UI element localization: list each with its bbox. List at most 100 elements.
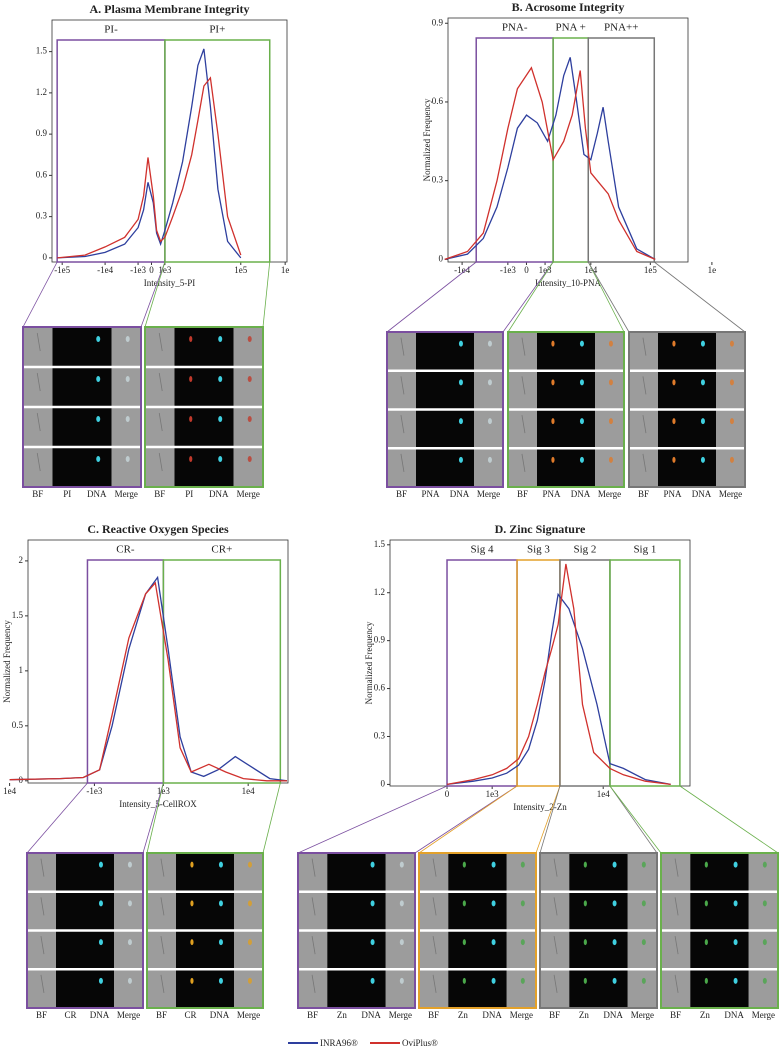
- x-tick-label: 0: [524, 265, 529, 275]
- channel-label: Zn: [337, 1010, 347, 1020]
- cell-shape: [36, 332, 41, 352]
- nucleus: [96, 376, 101, 382]
- channel-label: PI: [63, 489, 71, 499]
- merge-spot: [641, 977, 646, 984]
- merge-spot: [127, 939, 132, 946]
- merge-spot: [641, 861, 646, 868]
- nucleus: [458, 418, 463, 425]
- cell-shape: [432, 858, 437, 877]
- nucleus: [370, 939, 375, 946]
- channel-label: DNA: [361, 1010, 381, 1020]
- stain: [189, 456, 193, 462]
- channel-label: Merge: [719, 489, 742, 499]
- channel-label: Merge: [389, 1010, 412, 1020]
- cell-shape: [400, 453, 405, 472]
- cell-shape: [311, 974, 316, 993]
- merge-spot: [399, 939, 404, 946]
- chart-title: B. Acrosome Integrity: [512, 0, 625, 14]
- cell-shape: [160, 897, 165, 916]
- stain: [672, 379, 676, 386]
- channel-label: DNA: [90, 1010, 110, 1020]
- stain: [190, 939, 194, 946]
- x-axis-label: Intensity_10-PNA: [535, 278, 601, 288]
- channel-label: DNA: [450, 489, 470, 499]
- cell-shape: [642, 415, 647, 434]
- connector: [22, 261, 58, 328]
- cell-shape: [40, 974, 45, 993]
- y-tick-label: 0: [439, 253, 444, 263]
- cell-shape: [553, 974, 558, 993]
- gate-label: Sig 1: [633, 544, 656, 556]
- merge-spot: [399, 977, 404, 984]
- gate-label: PNA +: [556, 22, 586, 34]
- connector: [679, 785, 779, 854]
- connector: [26, 782, 88, 854]
- x-tick-label: 1e: [281, 265, 290, 275]
- stain: [190, 977, 194, 984]
- x-tick-label: 1e3: [158, 265, 171, 275]
- merge-spot: [399, 900, 404, 907]
- y-axis-label: Normalized Frequency: [422, 98, 432, 181]
- image-box: [144, 326, 264, 488]
- x-tick-label: 1e3: [157, 786, 170, 796]
- channel-label: Merge: [237, 489, 260, 499]
- chart-title: C. Reactive Oxygen Species: [87, 522, 229, 536]
- gate: [587, 37, 656, 263]
- nucleus: [579, 418, 584, 425]
- cell-shape: [432, 936, 437, 955]
- nucleus: [700, 340, 705, 347]
- channel-label: PNA: [663, 489, 682, 499]
- chart-title: A. Plasma Membrane Integrity: [90, 2, 250, 16]
- stain: [672, 418, 676, 425]
- y-tick-label: 0.6: [374, 683, 386, 693]
- merge-spot: [608, 418, 613, 425]
- cell-shape: [521, 453, 526, 472]
- nucleus: [370, 977, 375, 984]
- legend-label: OviPlus®: [402, 1038, 438, 1048]
- nucleus: [218, 900, 223, 907]
- nucleus: [700, 456, 705, 463]
- y-tick-label: 1: [19, 665, 24, 675]
- merge-spot: [399, 861, 404, 868]
- curve: [446, 592, 671, 786]
- stain: [704, 861, 708, 868]
- y-tick-label: 0.9: [432, 17, 444, 27]
- gate-label: CR-: [116, 544, 135, 556]
- nucleus: [612, 861, 617, 868]
- y-tick-label: 0: [43, 252, 48, 262]
- image-box: [628, 331, 746, 488]
- channel-label: Merge: [510, 1010, 533, 1020]
- nucleus: [700, 418, 705, 425]
- image-box: [507, 331, 625, 488]
- connector: [654, 261, 746, 333]
- nucleus: [218, 376, 223, 382]
- channel-label: BF: [36, 1010, 47, 1020]
- channel-label: DNA: [571, 489, 591, 499]
- connector: [144, 261, 166, 328]
- gate-label: CR+: [211, 544, 232, 556]
- cell-shape: [553, 897, 558, 916]
- gate: [56, 39, 166, 263]
- cell-shape: [432, 897, 437, 916]
- merge-spot: [487, 340, 492, 347]
- cell-shape: [40, 858, 45, 877]
- channel-label: BF: [428, 1010, 439, 1020]
- channel-label: CR: [64, 1010, 76, 1020]
- channel-label: BF: [396, 489, 407, 499]
- image-box: [660, 852, 779, 1009]
- channel-label: BF: [638, 489, 649, 499]
- cell-shape: [158, 332, 163, 352]
- channel-label: DNA: [603, 1010, 623, 1020]
- merge-spot: [127, 861, 132, 868]
- channel-label: DNA: [210, 1010, 230, 1020]
- channel-label: Merge: [237, 1010, 260, 1020]
- nucleus: [700, 379, 705, 386]
- gate: [516, 559, 561, 787]
- x-tick-label: -1e3: [500, 265, 516, 275]
- channel-label: DNA: [482, 1010, 502, 1020]
- cell-shape: [400, 376, 405, 395]
- connector: [539, 785, 561, 854]
- cell-shape: [674, 936, 679, 955]
- merge-spot: [247, 939, 252, 946]
